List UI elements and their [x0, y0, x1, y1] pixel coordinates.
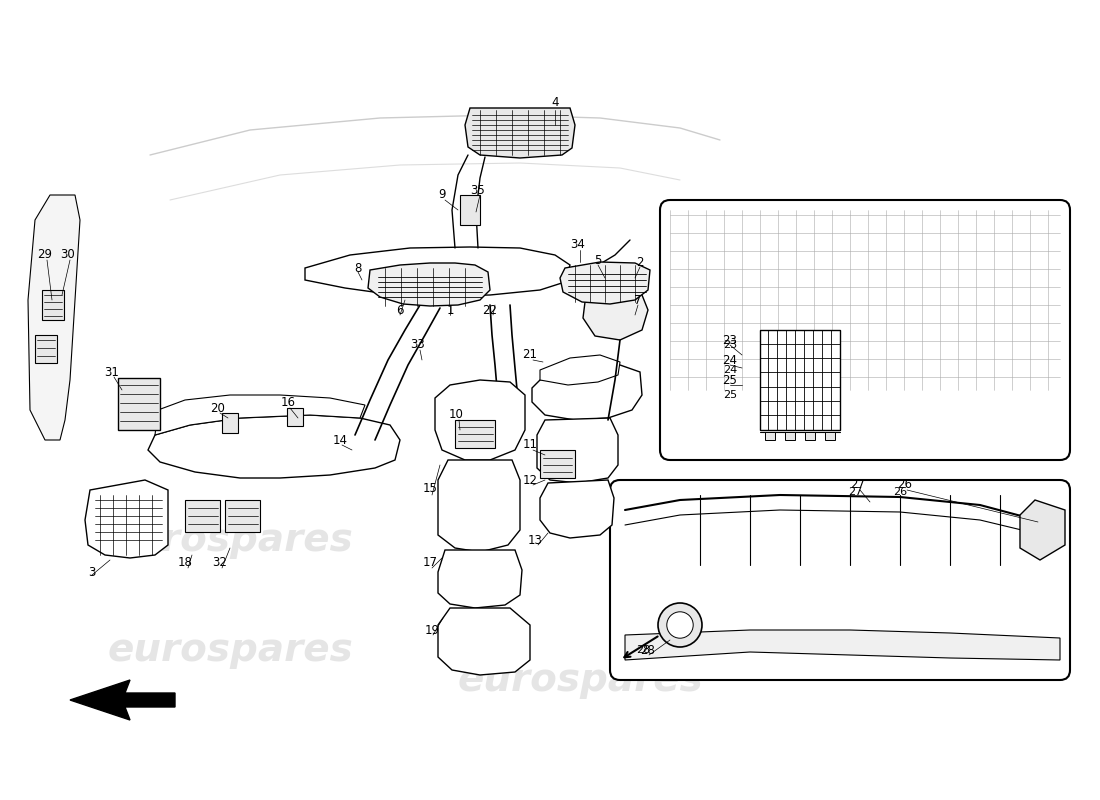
Polygon shape [305, 247, 570, 296]
Text: 25: 25 [723, 390, 737, 400]
Text: 6: 6 [396, 303, 404, 317]
Polygon shape [540, 480, 614, 538]
Polygon shape [583, 285, 648, 340]
Text: eurospares: eurospares [107, 631, 353, 669]
Polygon shape [560, 262, 650, 304]
Polygon shape [226, 500, 260, 532]
Text: 18: 18 [177, 555, 192, 569]
Polygon shape [760, 330, 840, 430]
Text: 5: 5 [594, 254, 602, 266]
Polygon shape [455, 420, 495, 448]
Polygon shape [287, 408, 303, 426]
Polygon shape [185, 500, 220, 532]
Text: 30: 30 [60, 249, 76, 262]
Text: 34: 34 [571, 238, 585, 251]
Text: 14: 14 [332, 434, 348, 446]
Text: 26: 26 [898, 478, 913, 491]
Text: 28: 28 [640, 643, 656, 657]
Polygon shape [1020, 500, 1065, 560]
Polygon shape [532, 365, 642, 420]
Polygon shape [35, 335, 57, 363]
Polygon shape [438, 608, 530, 675]
Polygon shape [28, 195, 80, 440]
Polygon shape [85, 480, 168, 558]
Polygon shape [148, 415, 400, 478]
Text: 7: 7 [635, 294, 641, 306]
Text: 32: 32 [212, 555, 228, 569]
Text: 29: 29 [37, 249, 53, 262]
Text: 10: 10 [449, 409, 463, 422]
Polygon shape [764, 432, 776, 440]
FancyBboxPatch shape [660, 200, 1070, 460]
Text: 33: 33 [410, 338, 426, 351]
Polygon shape [625, 630, 1060, 660]
Polygon shape [70, 680, 175, 720]
Text: 2: 2 [636, 255, 644, 269]
Text: 35: 35 [471, 183, 485, 197]
Polygon shape [434, 380, 525, 460]
Text: 27: 27 [850, 478, 866, 491]
Polygon shape [118, 378, 160, 430]
Circle shape [658, 603, 702, 647]
Text: 20: 20 [210, 402, 225, 414]
Polygon shape [438, 550, 522, 608]
Polygon shape [537, 418, 618, 483]
Polygon shape [540, 355, 620, 385]
Text: 24: 24 [723, 354, 737, 366]
Text: 13: 13 [528, 534, 542, 546]
Polygon shape [438, 460, 520, 552]
Text: 1: 1 [447, 303, 453, 317]
Text: 11: 11 [522, 438, 538, 451]
Polygon shape [460, 195, 480, 225]
FancyBboxPatch shape [610, 480, 1070, 680]
Polygon shape [465, 108, 575, 158]
Text: eurospares: eurospares [107, 521, 353, 559]
Text: 15: 15 [422, 482, 438, 494]
Circle shape [667, 612, 693, 638]
Text: 8: 8 [354, 262, 362, 274]
Text: 17: 17 [422, 555, 438, 569]
Text: 16: 16 [280, 395, 296, 409]
Polygon shape [825, 432, 835, 440]
Text: 24: 24 [723, 365, 737, 375]
Text: 12: 12 [522, 474, 538, 486]
Text: 25: 25 [723, 374, 737, 386]
Text: 23: 23 [723, 334, 737, 346]
Text: 9: 9 [438, 189, 446, 202]
Text: 3: 3 [88, 566, 96, 578]
Polygon shape [155, 395, 365, 435]
Text: 31: 31 [104, 366, 120, 378]
Text: 4: 4 [551, 97, 559, 110]
Text: 21: 21 [522, 349, 538, 362]
Text: 27: 27 [848, 487, 862, 497]
Polygon shape [785, 432, 795, 440]
Polygon shape [368, 263, 490, 306]
Text: 19: 19 [425, 623, 440, 637]
Text: eurospares: eurospares [678, 541, 923, 579]
Text: 26: 26 [893, 487, 907, 497]
Polygon shape [540, 450, 575, 478]
Polygon shape [222, 413, 238, 433]
Text: 22: 22 [483, 303, 497, 317]
Text: 28: 28 [636, 645, 650, 655]
Polygon shape [42, 290, 64, 320]
Text: eurospares: eurospares [458, 661, 703, 699]
Text: 23: 23 [723, 340, 737, 350]
Polygon shape [805, 432, 815, 440]
